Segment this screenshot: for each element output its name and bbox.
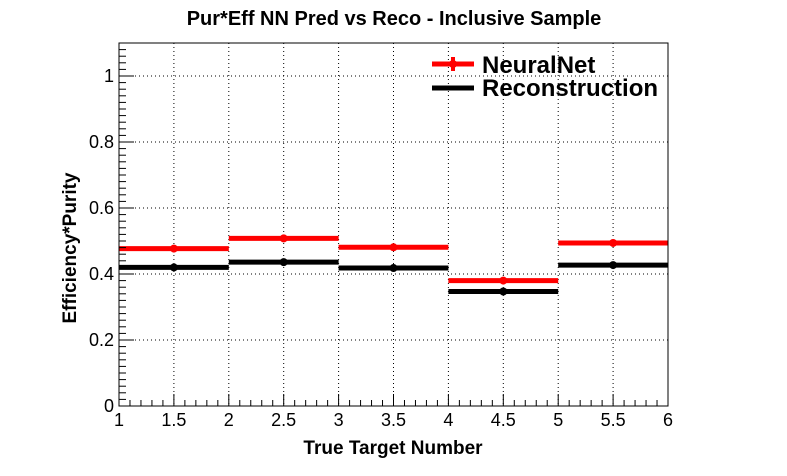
series-reconstruction-point bbox=[169, 263, 178, 272]
series-neuralnet-point bbox=[609, 238, 618, 247]
x-tick-label: 5.5 bbox=[601, 410, 626, 430]
series-neuralnet-point bbox=[279, 234, 288, 243]
ticks: 1 1.5 2 2.5 3 3.5 4 4.5 5 5.5 6 0 0.2 0.4 0.6 0.8 1 bbox=[89, 42, 673, 430]
x-tick-label: 5 bbox=[553, 410, 563, 430]
series-reconstruction-point bbox=[389, 264, 398, 273]
legend-label-neuralnet: NeuralNet bbox=[482, 52, 595, 79]
y-tick-label: 0.6 bbox=[89, 198, 114, 218]
y-tick-label: 0.8 bbox=[89, 132, 114, 152]
x-tick-label: 4 bbox=[443, 410, 453, 430]
x-tick-label: 1 bbox=[114, 410, 124, 430]
legend-entry-neuralnet: NeuralNet bbox=[432, 52, 595, 79]
x-axis-title: True Target Number bbox=[303, 438, 483, 459]
y-tick-label: 1 bbox=[104, 66, 114, 86]
series-layer bbox=[119, 234, 668, 296]
chart-title: Pur*Eff NN Pred vs Reco - Inclusive Samp… bbox=[187, 8, 602, 30]
legend: NeuralNet Reconstruction bbox=[432, 52, 658, 102]
grid bbox=[119, 43, 668, 406]
series-reconstruction-point bbox=[609, 261, 618, 270]
y-tick-label: 0 bbox=[104, 396, 114, 416]
y-axis-title: Efficiency*Purity bbox=[60, 172, 81, 323]
series-neuralnet-point bbox=[389, 243, 398, 252]
x-tick-label: 3 bbox=[334, 410, 344, 430]
y-tick-label: 0.4 bbox=[89, 264, 114, 284]
x-tick-label: 4.5 bbox=[491, 410, 516, 430]
series-neuralnet-point bbox=[169, 244, 178, 253]
x-tick-label: 2.5 bbox=[271, 410, 296, 430]
x-tick-label: 3.5 bbox=[381, 410, 406, 430]
series-neuralnet-point bbox=[499, 276, 508, 285]
legend-marker-neuralnet bbox=[449, 60, 457, 68]
x-tick-label: 6 bbox=[663, 410, 673, 430]
legend-entry-reconstruction: Reconstruction bbox=[432, 75, 658, 102]
series-reconstruction-point bbox=[279, 258, 288, 267]
legend-label-reconstruction: Reconstruction bbox=[482, 75, 658, 102]
y-tick-label: 0.2 bbox=[89, 330, 114, 350]
x-tick-label: 1.5 bbox=[161, 410, 186, 430]
x-tick-label: 2 bbox=[224, 410, 234, 430]
series-reconstruction-point bbox=[499, 287, 508, 296]
